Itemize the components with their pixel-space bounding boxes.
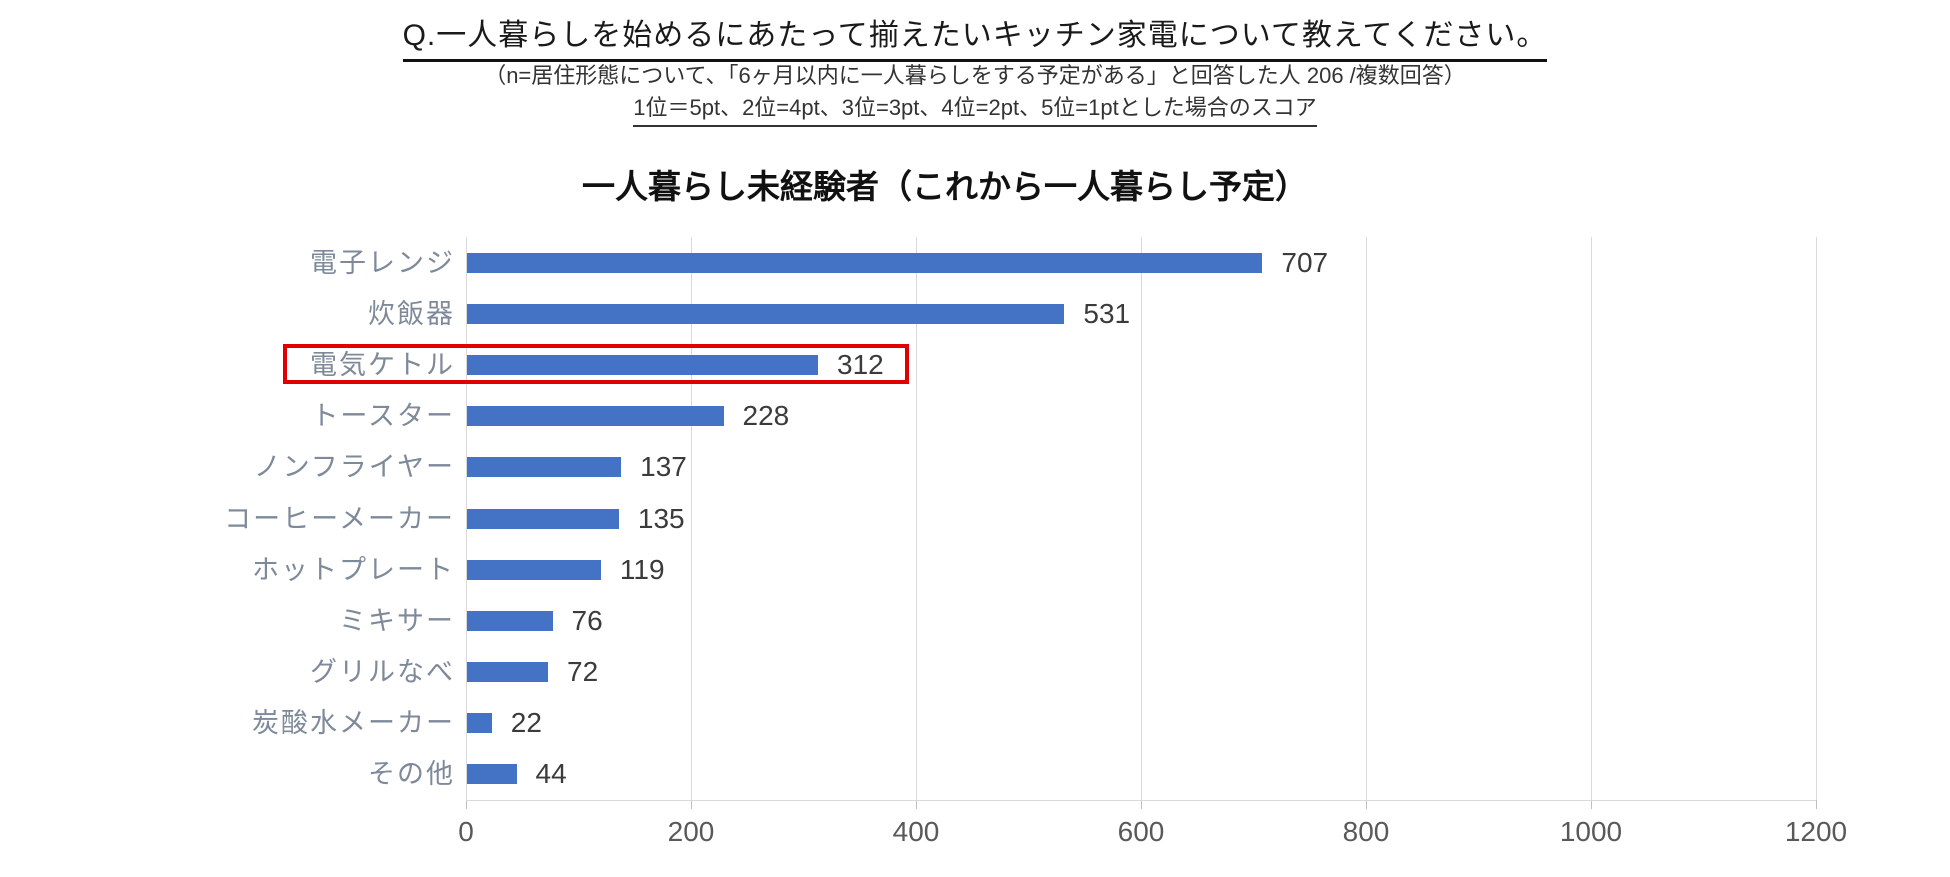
category-label: 炭酸水メーカー [252,708,455,739]
axis-tick [466,800,467,809]
value-label: 119 [619,553,665,585]
bar [467,662,548,683]
chart-title: 一人暮らし未経験者（これから一人暮らし予定） [582,168,1308,205]
category-label: 炊飯器 [368,298,455,329]
x-tick-label: 1000 [1559,816,1623,847]
bar [467,457,622,478]
sample-note: （n=居住形態について、「6ヶ月以内に一人暮らしをする予定がある」と回答した人 … [484,63,1466,88]
gridline [1816,237,1817,800]
value-label: 531 [1083,297,1131,329]
category-label: コーヒーメーカー [224,503,455,534]
bar [467,252,1263,273]
gridline [916,237,917,800]
category-label: ノンフライヤー [253,452,455,483]
x-tick-label: 1200 [1784,816,1848,847]
value-label: 72 [567,656,599,688]
category-label: ホットプレート [252,554,455,585]
value-label: 135 [637,502,685,534]
category-label: トースター [311,401,455,432]
bar [467,764,517,785]
question-title-text: Q.一人暮らしを始めるにあたって揃えたいキッチン家電について教えてください。 [402,10,1548,62]
x-axis-line [466,800,1816,801]
x-tick-label: 600 [1117,816,1165,847]
category-label: 電気ケトル [310,349,455,380]
gridline [466,237,467,800]
axis-tick [691,800,692,809]
x-tick-label: 200 [667,816,715,847]
axis-tick [1591,800,1592,809]
value-label: 137 [640,451,687,483]
highlight-box [283,343,909,384]
value-label: 228 [742,400,790,432]
bar [467,559,601,580]
axis-tick [1141,800,1142,809]
value-label: 22 [510,707,542,739]
scoring-note-text: 1位＝5pt、2位=4pt、3位=3pt、4位=2pt、5位=1ptとした場合の… [633,90,1317,127]
value-label: 44 [535,758,567,790]
x-tick-label: 400 [892,816,940,847]
bar [467,303,1065,324]
value-label: 76 [571,604,603,636]
axis-tick [1816,800,1817,809]
question-title: Q.一人暮らしを始めるにあたって揃えたいキッチン家電について教えてください。 [0,10,1950,62]
bar [467,354,818,375]
value-label: 707 [1281,246,1329,278]
gridline [1141,237,1142,800]
scoring-note: 1位＝5pt、2位=4pt、3位=3pt、4位=2pt、5位=1ptとした場合の… [0,90,1950,127]
category-label: ミキサー [339,605,455,636]
gridline [691,237,692,800]
bar [467,406,724,427]
gridline [1591,237,1592,800]
x-tick-label: 0 [458,816,474,847]
x-tick-label: 800 [1342,816,1390,847]
gridline [1366,237,1367,800]
category-label: 電子レンジ [310,247,455,278]
value-label: 312 [837,348,884,380]
bar [467,713,492,734]
bar [467,508,619,529]
category-label: その他 [368,759,455,790]
category-label: グリルなべ [310,657,455,688]
bar [467,610,553,631]
axis-tick [916,800,917,809]
axis-tick [1366,800,1367,809]
